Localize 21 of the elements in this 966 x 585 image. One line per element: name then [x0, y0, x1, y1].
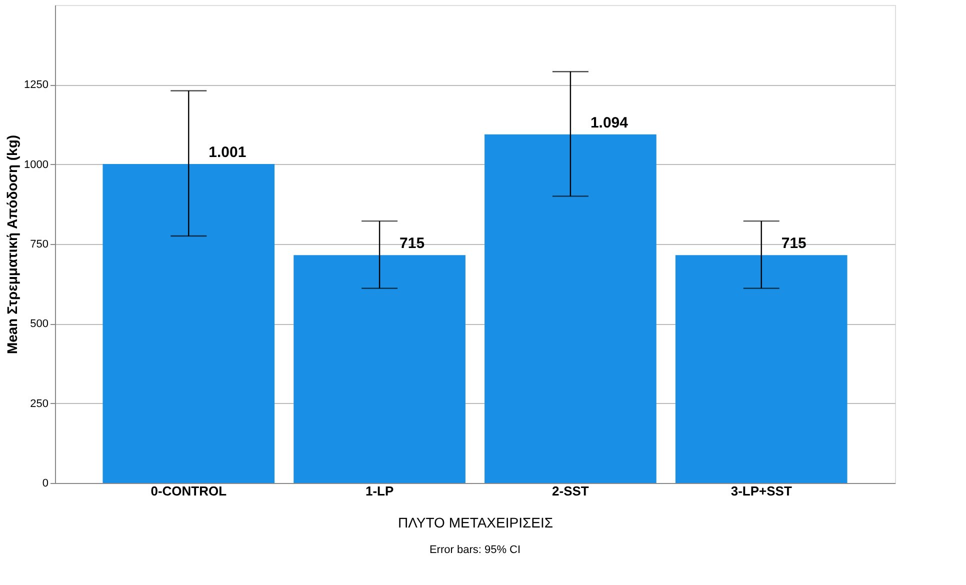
x-tick-label: 2-SST — [552, 484, 589, 498]
y-tick-label: 250 — [30, 398, 48, 410]
data-label: 715 — [400, 235, 425, 252]
bar — [294, 255, 466, 483]
bar — [675, 255, 848, 483]
y-tick-label: 0 — [42, 478, 48, 490]
x-tick-label: 3-LP+SST — [730, 484, 792, 498]
data-label: 1.094 — [590, 114, 629, 132]
x-tick-label: 0-CONTROL — [150, 484, 227, 498]
y-tick-label: 750 — [30, 238, 48, 250]
data-label: 715 — [781, 235, 806, 252]
y-tick-label: 1250 — [24, 79, 48, 92]
x-tick-label: 1-LP — [365, 484, 394, 498]
data-label: 1.001 — [208, 144, 246, 162]
y-tick-label: 1000 — [24, 158, 48, 171]
bar — [102, 164, 275, 483]
text: Error bars: 95% CI — [429, 544, 521, 556]
y-axis-title: Mean Στρεμματική Απόδοση (kg) — [4, 134, 20, 354]
x-axis-title: ΠΛΥΤΟ ΜΕΤΑΧΕΙΡΙΣΕΙΣ — [398, 514, 554, 530]
y-tick-label: 500 — [30, 318, 48, 330]
bar — [484, 134, 656, 483]
